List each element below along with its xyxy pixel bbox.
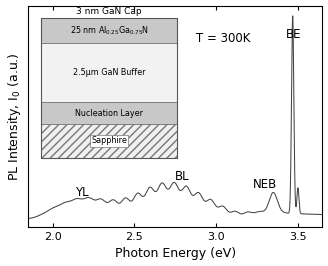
Text: YL: YL: [75, 186, 89, 199]
Y-axis label: PL Intensity, I$_0$ (a.u.): PL Intensity, I$_0$ (a.u.): [6, 52, 23, 181]
Text: BE: BE: [286, 28, 301, 41]
X-axis label: Photon Energy (eV): Photon Energy (eV): [115, 247, 236, 260]
Text: BL: BL: [174, 169, 189, 182]
Text: NEB: NEB: [253, 178, 277, 191]
Text: T = 300K: T = 300K: [195, 32, 250, 45]
